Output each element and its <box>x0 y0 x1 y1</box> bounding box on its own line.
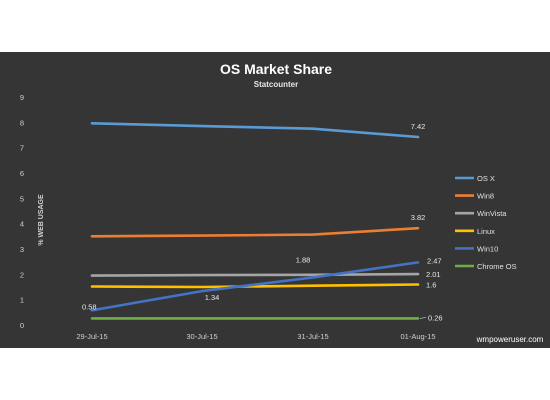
chart-subtitle: Statcounter <box>254 80 298 89</box>
data-label: 1.34 <box>205 293 220 302</box>
y-tick-label: 7 <box>20 144 24 153</box>
data-label: 0.26 <box>428 313 443 322</box>
series-line <box>90 122 420 139</box>
data-label: 3.82 <box>411 213 426 222</box>
data-label: 7.42 <box>411 122 426 131</box>
leader-line <box>419 317 427 319</box>
legend-entry: Linux <box>477 227 495 236</box>
line-chart: OS Market Share Statcounter % WEB USAGE … <box>20 61 544 344</box>
data-label: 1.6 <box>426 280 436 289</box>
legend-entry: WinVista <box>477 209 507 218</box>
data-label: 0.58 <box>82 302 97 311</box>
series-line <box>90 226 420 238</box>
legend-entry: Chrome OS <box>477 262 517 271</box>
data-label: 2.01 <box>426 270 441 279</box>
y-tick-label: 3 <box>20 245 24 254</box>
x-tick-label: 30-Jul-15 <box>186 332 217 341</box>
y-axis-label: % WEB USAGE <box>38 194 45 246</box>
series-line <box>90 272 420 277</box>
series-line <box>90 283 420 289</box>
data-label: 1.88 <box>296 255 311 264</box>
legend-entry: OS X <box>477 174 495 183</box>
y-tick-label: 2 <box>20 270 24 279</box>
y-tick-label: 5 <box>20 194 24 203</box>
y-axis-ticks: 0 1 2 3 4 5 6 7 8 9 <box>20 93 24 330</box>
x-tick-label: 29-Jul-15 <box>76 332 107 341</box>
y-tick-label: 9 <box>20 93 24 102</box>
legend-entry: Win10 <box>477 244 498 253</box>
x-tick-label: 31-Jul-15 <box>297 332 328 341</box>
legend: OS X Win8 WinVista Linux Win10 Chrome OS <box>455 174 517 271</box>
x-tick-label: 01-Aug-15 <box>400 332 435 341</box>
y-tick-label: 6 <box>20 169 24 178</box>
x-axis-ticks: 29-Jul-15 30-Jul-15 31-Jul-15 01-Aug-15 <box>76 332 435 341</box>
y-tick-label: 4 <box>20 220 24 229</box>
y-tick-label: 8 <box>20 118 24 127</box>
chart-title: OS Market Share <box>220 61 332 77</box>
legend-entry: Win8 <box>477 192 494 201</box>
series-line <box>90 261 420 312</box>
y-tick-label: 1 <box>20 296 24 305</box>
source-label: wmpoweruser.com <box>476 335 544 344</box>
y-tick-label: 0 <box>20 321 24 330</box>
series-lines <box>90 122 420 320</box>
data-labels: 7.42 3.82 2.011.6 0.58 1.34 1.88 2.47 0.26 <box>82 122 443 322</box>
data-label: 2.47 <box>427 256 442 265</box>
chart-frame: OS Market Share Statcounter % WEB USAGE … <box>0 52 550 348</box>
